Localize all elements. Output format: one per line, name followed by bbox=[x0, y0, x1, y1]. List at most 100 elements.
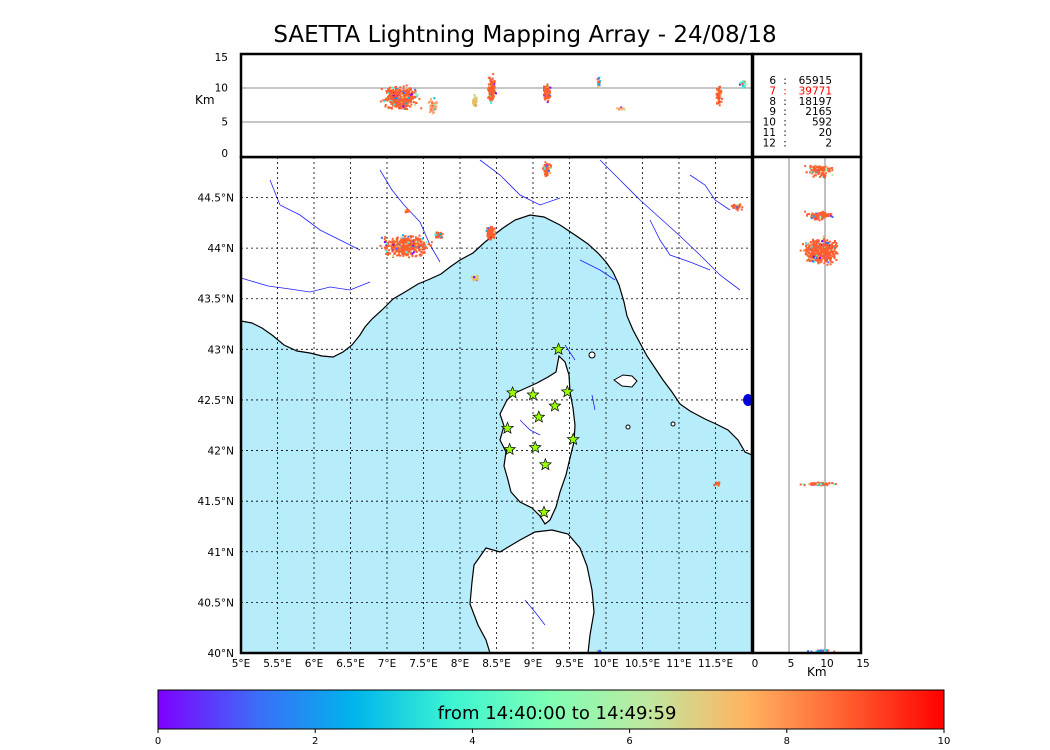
lightning-source bbox=[818, 250, 821, 252]
lightning-source bbox=[815, 215, 818, 218]
lightning-source bbox=[394, 244, 397, 247]
lightning-source bbox=[822, 235, 825, 238]
lightning-source bbox=[820, 256, 823, 259]
lightning-source bbox=[436, 234, 439, 237]
count-value: 2 bbox=[825, 137, 832, 149]
lightning-source bbox=[418, 97, 421, 100]
lightning-source bbox=[494, 231, 497, 234]
lightning-source bbox=[807, 251, 810, 254]
lon-tick-label: 7°E bbox=[378, 658, 397, 670]
lightning-source bbox=[392, 104, 395, 107]
lightning-source bbox=[823, 171, 826, 174]
lightning-source bbox=[404, 105, 407, 108]
lightning-source bbox=[827, 254, 830, 257]
lightning-source bbox=[409, 94, 412, 97]
lightning-source bbox=[493, 233, 496, 236]
lat-tick-label: 40.5°N bbox=[198, 597, 234, 609]
lightning-source bbox=[407, 97, 410, 99]
lightning-source bbox=[417, 240, 420, 243]
lightning-source bbox=[406, 209, 409, 212]
lightning-source bbox=[397, 246, 400, 249]
lightning-source bbox=[806, 213, 809, 216]
lightning-source bbox=[431, 110, 434, 113]
lightning-source bbox=[490, 100, 493, 103]
lightning-source bbox=[743, 85, 746, 88]
lightning-source bbox=[418, 234, 421, 237]
lightning-source bbox=[544, 173, 547, 176]
station-star-icon bbox=[537, 505, 551, 518]
lightning-source bbox=[824, 174, 827, 177]
lightning-source bbox=[434, 105, 437, 108]
lightning-source bbox=[398, 100, 401, 103]
lightning-source bbox=[820, 248, 823, 250]
lightning-source bbox=[817, 649, 820, 652]
lightning-source bbox=[395, 95, 397, 98]
lightning-source bbox=[404, 108, 407, 110]
lightning-source bbox=[811, 212, 814, 215]
lightning-source bbox=[820, 243, 823, 246]
count-altitude-label: 6 bbox=[769, 75, 776, 87]
altitude-tick-label: 5 bbox=[221, 117, 228, 129]
lightning-source bbox=[833, 249, 836, 252]
lightning-source bbox=[406, 102, 409, 104]
lightning-source bbox=[616, 107, 619, 110]
lightning-source bbox=[384, 236, 387, 239]
lightning-source bbox=[811, 245, 814, 248]
lightning-source bbox=[416, 93, 419, 96]
lightning-source bbox=[817, 172, 820, 175]
lightning-source bbox=[546, 83, 549, 86]
map-title: SAETTA Lightning Mapping Array - 24/08/1… bbox=[273, 22, 777, 48]
lightning-source bbox=[490, 99, 493, 102]
lightning-source bbox=[824, 241, 827, 244]
lon-tick-label: 6°E bbox=[305, 658, 324, 670]
lightning-source bbox=[833, 247, 836, 250]
lightning-source bbox=[833, 650, 836, 653]
lightning-source bbox=[403, 248, 406, 251]
lightning-source bbox=[831, 252, 834, 255]
lightning-source bbox=[489, 230, 492, 233]
lightning-source bbox=[399, 95, 402, 98]
lightning-source bbox=[394, 240, 397, 243]
lightning-source bbox=[821, 170, 824, 173]
lightning-source bbox=[549, 171, 552, 174]
lightning-source bbox=[717, 89, 720, 92]
colorbar-gradient bbox=[157, 689, 945, 730]
lightning-source bbox=[488, 93, 491, 96]
lightning-source bbox=[473, 102, 476, 104]
lightning-source bbox=[824, 258, 826, 261]
lightning-source bbox=[544, 89, 547, 92]
lightning-source bbox=[491, 89, 494, 92]
lightning-source bbox=[394, 86, 397, 89]
lightning-source bbox=[827, 213, 830, 216]
lightning-source bbox=[382, 99, 385, 102]
lightning-source bbox=[718, 104, 721, 107]
lightning-source bbox=[812, 215, 815, 218]
lightning-source bbox=[826, 241, 829, 244]
lightning-source bbox=[404, 237, 407, 240]
lightning-source bbox=[411, 91, 413, 94]
lightning-source bbox=[816, 217, 819, 220]
station-star-icon bbox=[502, 442, 517, 456]
lightning-source bbox=[739, 83, 742, 86]
lightning-source bbox=[809, 166, 812, 169]
lightning-source bbox=[390, 102, 393, 105]
lightning-source bbox=[408, 98, 411, 101]
lightning-source bbox=[410, 97, 413, 100]
lightning-source bbox=[490, 234, 492, 237]
lightning-source bbox=[388, 94, 391, 97]
lightning-source bbox=[491, 226, 494, 229]
lightning-source bbox=[822, 166, 825, 169]
lightning-source bbox=[406, 103, 409, 106]
lightning-source bbox=[392, 90, 395, 92]
lightning-source bbox=[392, 96, 395, 99]
lightning-source bbox=[549, 95, 552, 98]
lightning-source bbox=[819, 256, 821, 259]
colorbar-tick-label: 0 bbox=[155, 736, 161, 747]
lightning-source bbox=[546, 167, 549, 170]
lightning-source bbox=[805, 171, 808, 174]
lon-tick-label: 9°E bbox=[524, 658, 543, 670]
lightning-source bbox=[412, 251, 415, 254]
lightning-source bbox=[400, 247, 403, 249]
lightning-source bbox=[403, 92, 405, 94]
lightning-source bbox=[409, 88, 412, 91]
